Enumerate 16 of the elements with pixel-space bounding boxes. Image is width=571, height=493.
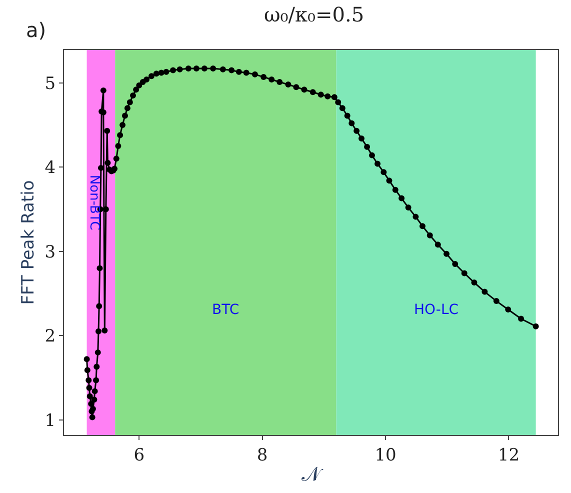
y-tick-label: 4 — [44, 158, 56, 178]
chart-title: ω₀/κ₀=0.5 — [264, 2, 364, 26]
x-tick-label: 6 — [134, 445, 145, 466]
x-axis-title: 𝒩 — [302, 462, 324, 486]
band-label: Non-BTC — [86, 174, 102, 230]
text: a) — [26, 18, 46, 42]
x-tick-label: 8 — [256, 445, 268, 466]
band-label: HO-LC — [414, 302, 459, 318]
y-tick-label: 2 — [44, 326, 56, 347]
y-tick-label: 5 — [44, 74, 56, 94]
y-tick-label: 1 — [44, 410, 56, 431]
band-label: BTC — [212, 302, 240, 318]
x-tick-label: 12 — [498, 445, 520, 466]
x-tick-label: 10 — [374, 445, 396, 466]
y-axis-title: FFT Peak Ratio — [18, 180, 38, 305]
y-tick-label: 3 — [44, 242, 56, 262]
